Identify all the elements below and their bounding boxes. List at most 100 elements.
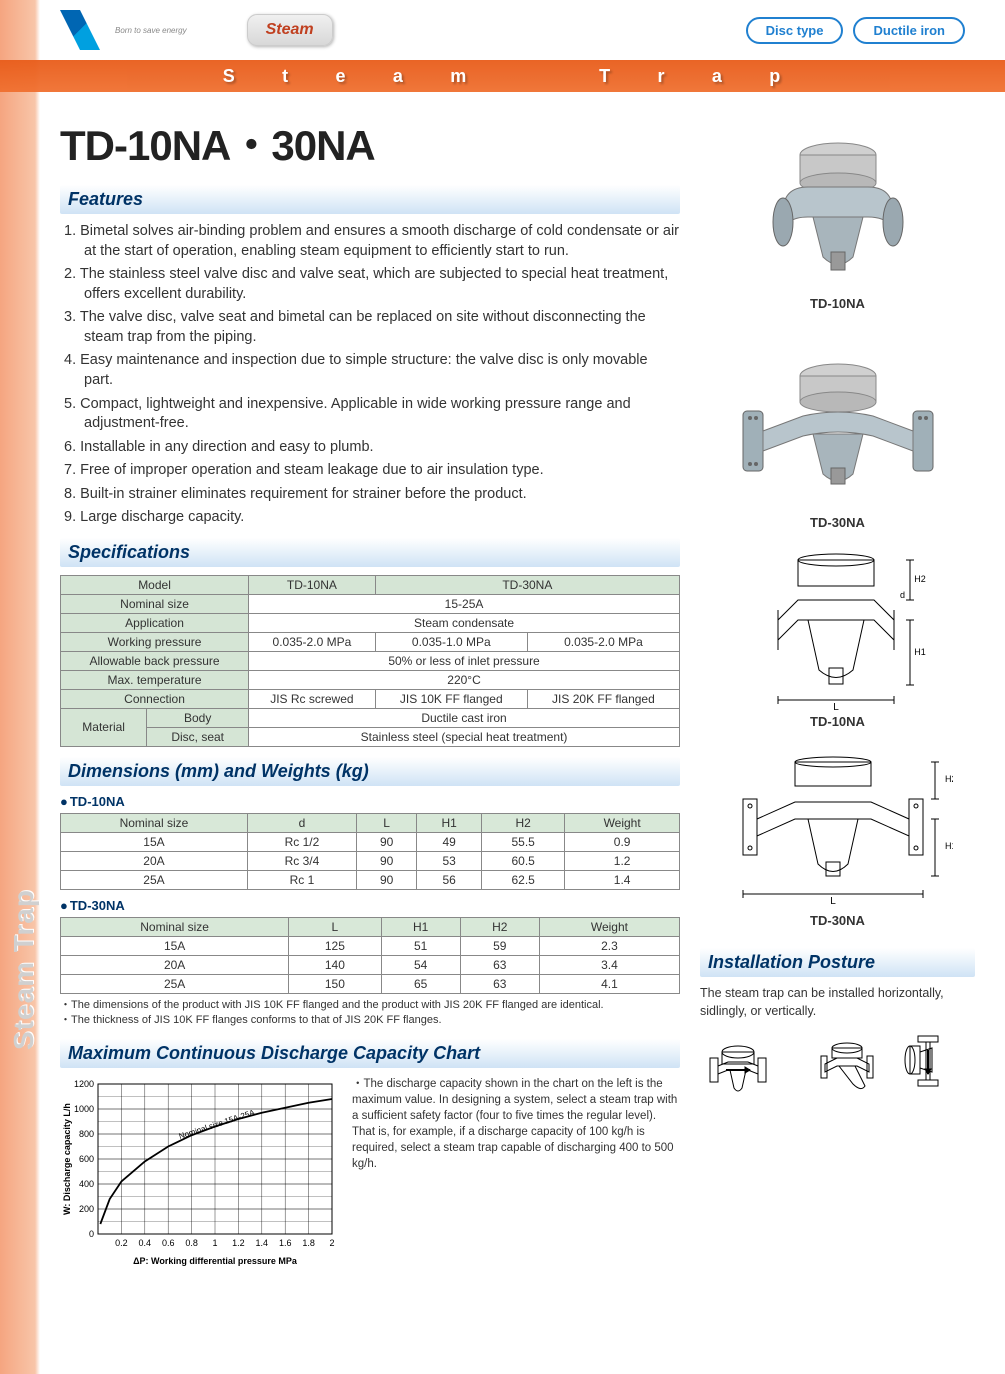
- svg-text:L: L: [833, 702, 839, 710]
- table-cell: 51: [381, 936, 460, 955]
- table-cell: 25A: [61, 974, 289, 993]
- side-label: Steam Trap: [8, 889, 40, 1050]
- svg-text:0.6: 0.6: [162, 1238, 175, 1248]
- diagram-label: TD-30NA: [700, 913, 975, 928]
- install-text: The steam trap can be installed horizont…: [700, 985, 975, 1020]
- band-letter: a: [712, 66, 724, 87]
- table-cell: 49: [417, 832, 482, 851]
- svg-text:W: Discharge capacity L/h: W: Discharge capacity L/h: [62, 1103, 72, 1215]
- chart-heading: Maximum Continuous Discharge Capacity Ch…: [60, 1039, 680, 1068]
- table-cell: Rc 3/4: [247, 851, 356, 870]
- table-cell: 90: [356, 832, 416, 851]
- feature-item: The valve disc, valve seat and bimetal c…: [64, 308, 680, 347]
- table-cell: 2.3: [539, 936, 679, 955]
- table-cell: Disc, seat: [147, 727, 249, 746]
- svg-text:0.2: 0.2: [115, 1238, 128, 1248]
- table-cell: Max. temperature: [61, 670, 249, 689]
- product-image-td10na: [700, 112, 975, 292]
- steam-badge: Steam: [247, 14, 333, 46]
- table-cell: Application: [61, 613, 249, 632]
- features-heading: Features: [60, 185, 680, 214]
- table-header: TD-10NA: [249, 575, 376, 594]
- svg-text:400: 400: [79, 1179, 94, 1189]
- table-cell: Stainless steel (special heat treatment): [249, 727, 680, 746]
- svg-text:H2: H2: [914, 574, 926, 584]
- title-band: S t e a m T r a p: [0, 60, 1005, 92]
- table-cell: Steam condensate: [249, 613, 680, 632]
- table-header: H2: [460, 917, 539, 936]
- page-title: TD-10NA・30NA: [60, 112, 680, 173]
- table-cell: 4.1: [539, 974, 679, 993]
- logo-icon: [60, 10, 100, 50]
- install-heading: Installation Posture: [700, 948, 975, 977]
- svg-text:2: 2: [329, 1238, 334, 1248]
- feature-item: The stainless steel valve disc and valve…: [64, 265, 680, 304]
- discharge-chart: 0200400600800100012000.20.40.60.811.21.4…: [60, 1076, 340, 1266]
- table-cell: 20A: [61, 955, 289, 974]
- svg-text:0: 0: [89, 1229, 94, 1239]
- dims30-subheading: TD-30NA: [60, 898, 680, 913]
- svg-text:d: d: [900, 590, 905, 600]
- note-line: The thickness of JIS 10K FF flanges conf…: [60, 1013, 680, 1028]
- table-header: Nominal size: [61, 813, 248, 832]
- svg-text:1200: 1200: [74, 1079, 94, 1089]
- specs-heading: Specifications: [60, 538, 680, 567]
- table-cell: Allowable back pressure: [61, 651, 249, 670]
- product-label: TD-10NA: [700, 296, 975, 311]
- table-cell: 15A: [61, 936, 289, 955]
- svg-text:800: 800: [79, 1129, 94, 1139]
- dims10-subheading: TD-10NA: [60, 794, 680, 809]
- svg-text:200: 200: [79, 1204, 94, 1214]
- band-letter: r: [657, 66, 666, 87]
- band-letter: t: [282, 66, 290, 87]
- dims-notes: The dimensions of the product with JIS 1…: [60, 998, 680, 1029]
- table-cell: 15-25A: [249, 594, 680, 613]
- feature-item: Easy maintenance and inspection due to s…: [64, 351, 680, 390]
- table-cell: 55.5: [482, 832, 565, 851]
- feature-item: Compact, lightweight and inexpensive. Ap…: [64, 395, 680, 434]
- table-cell: 15A: [61, 832, 248, 851]
- table-cell: 125: [289, 936, 381, 955]
- table-cell: 60.5: [482, 851, 565, 870]
- topbar: Born to save energy Steam Disc type Duct…: [0, 0, 1005, 60]
- table-header: Weight: [539, 917, 679, 936]
- feature-item: Large discharge capacity.: [64, 508, 680, 528]
- table-header: Model: [61, 575, 249, 594]
- table-header: H1: [381, 917, 460, 936]
- dims-heading: Dimensions (mm) and Weights (kg): [60, 757, 680, 786]
- svg-text:L: L: [830, 896, 836, 904]
- svg-text:H1: H1: [914, 647, 926, 657]
- table-cell: Rc 1: [247, 870, 356, 889]
- svg-text:H2: H2: [945, 774, 953, 784]
- chart-note: The discharge capacity shown in the char…: [352, 1076, 680, 1173]
- table-header: TD-30NA: [375, 575, 679, 594]
- table-cell: 0.035-2.0 MPa: [249, 632, 376, 651]
- dims-table-10: Nominal sizedLH1H2Weight15ARc 1/2904955.…: [60, 813, 680, 890]
- table-cell: Rc 1/2: [247, 832, 356, 851]
- band-letter: a: [393, 66, 405, 87]
- product-label: TD-30NA: [700, 515, 975, 530]
- dims-table-30: Nominal sizeLH1H2Weight15A12551592.320A1…: [60, 917, 680, 994]
- table-header: L: [289, 917, 381, 936]
- diagram-td30na: L H2 H1: [700, 749, 975, 909]
- table-cell: 63: [460, 974, 539, 993]
- svg-text:ΔP: Working differential press: ΔP: Working differential pressure MPa: [133, 1256, 298, 1266]
- svg-text:1000: 1000: [74, 1104, 94, 1114]
- svg-text:H1: H1: [945, 841, 953, 851]
- svg-text:1: 1: [212, 1238, 217, 1248]
- table-cell: 0.035-2.0 MPa: [527, 632, 679, 651]
- table-cell: 1.2: [565, 851, 680, 870]
- feature-item: Built-in strainer eliminates requirement…: [64, 485, 680, 505]
- band-letter: m: [450, 66, 468, 87]
- table-header: H2: [482, 813, 565, 832]
- table-cell: 220°C: [249, 670, 680, 689]
- logo-tagline: Born to save energy: [115, 26, 187, 35]
- table-cell: 0.9: [565, 832, 680, 851]
- feature-item: Installable in any direction and easy to…: [64, 438, 680, 458]
- table-cell: 90: [356, 851, 416, 870]
- table-cell: 25A: [61, 870, 248, 889]
- table-cell: 1.4: [565, 870, 680, 889]
- table-cell: Nominal size: [61, 594, 249, 613]
- table-cell: Working pressure: [61, 632, 249, 651]
- band-letter: p: [769, 66, 782, 87]
